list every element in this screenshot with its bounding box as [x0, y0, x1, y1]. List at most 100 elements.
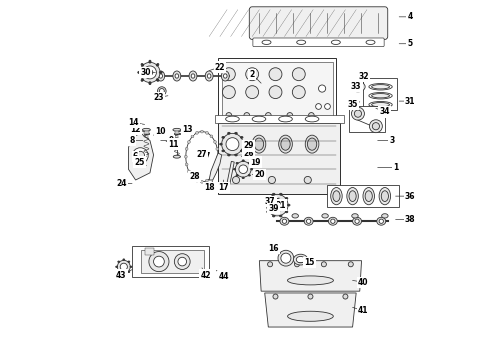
- Text: 36: 36: [405, 192, 415, 201]
- Circle shape: [216, 163, 219, 166]
- Ellipse shape: [307, 219, 311, 224]
- Text: 20: 20: [254, 170, 265, 179]
- Ellipse shape: [156, 64, 159, 66]
- Text: 9: 9: [169, 136, 174, 145]
- Ellipse shape: [369, 102, 392, 108]
- Ellipse shape: [265, 204, 267, 206]
- Circle shape: [120, 263, 127, 270]
- Ellipse shape: [173, 71, 181, 81]
- Ellipse shape: [234, 168, 236, 170]
- Circle shape: [316, 104, 321, 109]
- Ellipse shape: [175, 74, 179, 78]
- Circle shape: [221, 134, 243, 155]
- Text: 37: 37: [265, 197, 275, 206]
- Circle shape: [147, 69, 153, 75]
- Circle shape: [185, 163, 188, 166]
- Text: 2: 2: [249, 70, 255, 79]
- Ellipse shape: [279, 116, 293, 122]
- Text: 40: 40: [358, 278, 368, 287]
- Circle shape: [267, 194, 288, 216]
- Ellipse shape: [381, 191, 389, 202]
- Text: 39: 39: [269, 204, 279, 213]
- Text: 26: 26: [244, 149, 254, 158]
- Circle shape: [184, 155, 187, 158]
- Ellipse shape: [349, 191, 356, 202]
- Text: 31: 31: [405, 96, 415, 105]
- Ellipse shape: [371, 85, 390, 89]
- Circle shape: [149, 252, 169, 272]
- Circle shape: [210, 176, 213, 179]
- Circle shape: [205, 179, 208, 182]
- Ellipse shape: [191, 74, 195, 78]
- Ellipse shape: [352, 214, 358, 218]
- Ellipse shape: [297, 40, 306, 44]
- Ellipse shape: [288, 204, 290, 206]
- Ellipse shape: [221, 71, 229, 81]
- Polygon shape: [227, 161, 234, 184]
- Text: 43: 43: [116, 270, 126, 279]
- Bar: [145, 135, 148, 144]
- Circle shape: [269, 68, 282, 81]
- Circle shape: [244, 113, 250, 118]
- Circle shape: [157, 87, 166, 95]
- Ellipse shape: [267, 211, 269, 213]
- Circle shape: [294, 262, 299, 267]
- Circle shape: [293, 68, 305, 81]
- Text: 29: 29: [244, 141, 254, 150]
- Polygon shape: [128, 134, 153, 180]
- Ellipse shape: [149, 60, 151, 63]
- Ellipse shape: [159, 71, 162, 73]
- Text: 22: 22: [215, 63, 225, 72]
- Circle shape: [216, 148, 219, 150]
- Ellipse shape: [242, 177, 245, 179]
- Ellipse shape: [251, 168, 253, 170]
- Text: 10: 10: [155, 127, 166, 136]
- Text: 16: 16: [269, 244, 279, 253]
- Text: 42: 42: [200, 270, 211, 279]
- Text: 35: 35: [347, 100, 358, 109]
- Text: 1: 1: [393, 163, 398, 172]
- Ellipse shape: [305, 116, 319, 122]
- Ellipse shape: [379, 219, 383, 224]
- Ellipse shape: [369, 93, 392, 99]
- Circle shape: [351, 107, 365, 120]
- Circle shape: [205, 131, 208, 134]
- Text: 12: 12: [130, 125, 141, 134]
- Ellipse shape: [279, 135, 293, 153]
- Circle shape: [324, 104, 330, 109]
- Ellipse shape: [116, 266, 118, 267]
- Text: 28: 28: [190, 172, 200, 181]
- Ellipse shape: [243, 143, 245, 145]
- Ellipse shape: [236, 175, 238, 176]
- Ellipse shape: [248, 162, 250, 164]
- Ellipse shape: [235, 132, 237, 134]
- Ellipse shape: [228, 132, 230, 134]
- Ellipse shape: [371, 103, 390, 107]
- Circle shape: [200, 180, 203, 183]
- Text: 3: 3: [390, 136, 394, 145]
- Ellipse shape: [189, 71, 197, 81]
- Ellipse shape: [267, 198, 269, 199]
- Ellipse shape: [331, 40, 341, 44]
- Text: 11: 11: [168, 140, 178, 149]
- Text: 32: 32: [358, 72, 368, 81]
- Circle shape: [354, 110, 362, 117]
- Circle shape: [222, 86, 235, 99]
- Circle shape: [273, 294, 278, 299]
- Ellipse shape: [347, 188, 358, 205]
- Ellipse shape: [123, 273, 124, 275]
- Text: 21: 21: [275, 201, 286, 210]
- Ellipse shape: [288, 276, 333, 285]
- Ellipse shape: [143, 129, 150, 131]
- Text: 23: 23: [153, 93, 164, 102]
- Ellipse shape: [118, 261, 120, 262]
- Ellipse shape: [254, 138, 264, 150]
- Ellipse shape: [379, 188, 391, 205]
- Circle shape: [287, 113, 293, 118]
- Ellipse shape: [281, 138, 290, 150]
- Ellipse shape: [157, 71, 165, 81]
- Ellipse shape: [223, 74, 227, 78]
- Bar: [175, 131, 179, 134]
- Ellipse shape: [141, 64, 144, 66]
- Ellipse shape: [331, 188, 342, 205]
